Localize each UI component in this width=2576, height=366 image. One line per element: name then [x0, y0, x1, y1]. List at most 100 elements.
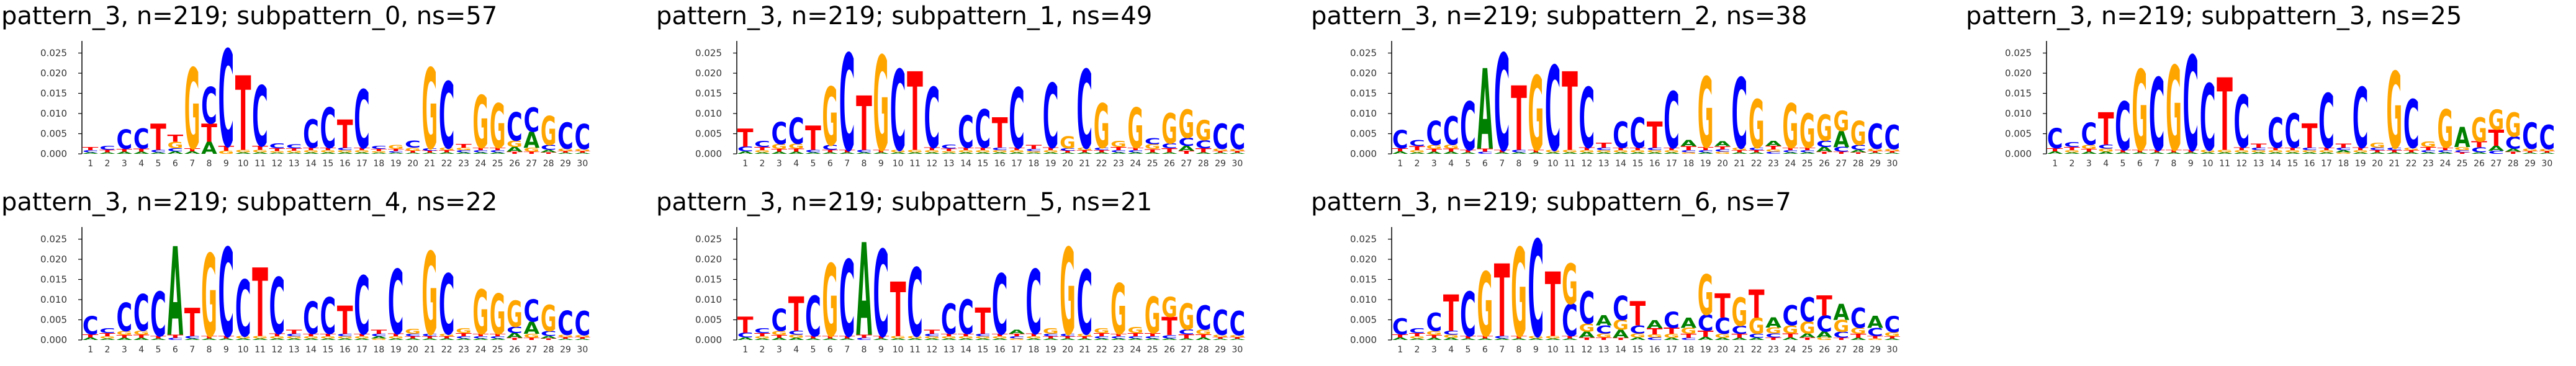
logo-letter-C: C [1076, 48, 1092, 174]
logo-letter-A: A [2302, 152, 2318, 154]
x-tick-label: 21 [2389, 159, 2400, 169]
logo-letter-C: C [1178, 135, 1194, 148]
x-tick-label: 8 [207, 159, 212, 169]
logo-letter-T: T [2420, 146, 2436, 151]
logo-letter-G: G [201, 231, 217, 363]
logo-letter-A: A [1731, 152, 1747, 154]
x-tick-label: 25 [1802, 159, 1813, 169]
x-tick-label: 14 [2270, 159, 2281, 169]
logo-letter-G: G [873, 30, 889, 181]
logo-letter-G: G [1578, 150, 1595, 153]
logo-letter-A: A [1127, 338, 1143, 341]
logo-letter-A: A [201, 338, 217, 341]
logo-letter-G: G [1562, 253, 1578, 317]
logo-letter-G: G [1680, 152, 1696, 154]
x-tick-label: 24 [475, 159, 486, 169]
logo-letter-G: G [1714, 151, 1731, 154]
logo-letter-A: A [1562, 152, 1578, 154]
logo-letter-T: T [1850, 152, 1867, 154]
logo-letter-A: A [2268, 152, 2284, 154]
logo-letter-C: C [2539, 118, 2555, 157]
logo-letter-A: A [1409, 338, 1425, 341]
logo-letter-A: A [2403, 152, 2420, 154]
y-tick-label: 0.000 [40, 148, 67, 159]
logo-letter-A: A [371, 153, 387, 154]
logo-letter-G: G [1867, 148, 1883, 151]
x-tick-label: 22 [441, 345, 453, 355]
logo-letter-T: T [958, 333, 974, 337]
logo-letter-T: T [2268, 147, 2284, 151]
x-tick-label: 17 [356, 345, 367, 355]
logo-letter-T: T [771, 334, 787, 339]
logo-letter-G: G [771, 143, 787, 150]
x-tick-label: 8 [862, 159, 867, 169]
y-tick-label: 0.025 [1350, 48, 1377, 59]
logo-letter-A: A [541, 335, 557, 339]
logo-letter-G: G [507, 139, 523, 150]
logo-letter-C: C [737, 331, 754, 339]
logo-letter-A: A [941, 338, 957, 341]
logo-letter-A: A [2471, 152, 2487, 154]
logo-letter-G: G [167, 140, 183, 151]
logo-letter-G: G [235, 335, 251, 339]
x-tick-label: 23 [1113, 345, 1124, 355]
x-tick-label: 20 [407, 345, 418, 355]
logo-letter-A: A [1094, 338, 1110, 341]
logo-letter-A: A [1562, 338, 1578, 341]
logo-letter-G: G [924, 336, 940, 339]
logo-letter-C: C [2233, 81, 2249, 165]
logo-letter-T: T [557, 151, 574, 153]
logo-letter-A: A [754, 152, 770, 154]
x-tick-label: 9 [878, 159, 884, 169]
x-tick-label: 24 [475, 345, 486, 355]
logo-letter-A: A [421, 153, 438, 154]
y-tick-label: 0.000 [1350, 334, 1377, 346]
x-tick-label: 17 [2321, 159, 2332, 169]
logo-letter-T: T [1229, 337, 1245, 339]
logo-letter-A: A [1596, 313, 1612, 329]
logo-letter-C: C [1731, 58, 1747, 171]
logo-letter-A: A [1528, 152, 1544, 154]
logo-letter-T: T [1562, 50, 1578, 176]
logo-letter-C: C [472, 336, 489, 339]
logo-letter-C: C [167, 147, 183, 152]
logo-letter-T: T [1145, 148, 1161, 153]
logo-letter-C: C [941, 296, 957, 344]
logo-letter-C: C [2454, 150, 2470, 153]
x-tick-label: 28 [2508, 159, 2519, 169]
logo-letter-A: A [303, 338, 319, 341]
x-tick-label: 2 [1415, 159, 1420, 169]
logo-letter-G: G [2454, 146, 2470, 151]
logo-letter-A: A [1799, 152, 1816, 154]
x-tick-label: 3 [1431, 159, 1437, 169]
x-tick-label: 20 [1062, 345, 1073, 355]
logo-letter-G: G [1884, 148, 1900, 151]
logo-letter-T: T [303, 333, 319, 337]
logo-letter-A: A [574, 153, 590, 154]
logo-letter-G: G [2166, 43, 2182, 177]
logo-letter-G: G [99, 336, 115, 339]
x-tick-label: 16 [340, 345, 351, 355]
logo-letter-C: C [1596, 323, 1612, 336]
y-tick-label: 0.025 [1350, 234, 1377, 245]
logo-letter-T: T [1043, 336, 1059, 339]
logo-letter-G: G [2284, 150, 2300, 153]
logo-letter-T: T [1127, 333, 1143, 337]
logo-letter-G: G [1647, 333, 1663, 338]
logo-letter-G: G [456, 327, 472, 334]
logo-letter-G: G [1664, 333, 1680, 339]
logo-letter-A: A [1443, 337, 1459, 341]
logo-letter-C: C [1212, 117, 1228, 157]
logo-letter-C: C [507, 105, 523, 150]
x-tick-label: 10 [238, 159, 249, 169]
logo-letter-C: C [924, 70, 940, 167]
logo-letter-C: C [822, 144, 838, 151]
logo-letter-A: A [1426, 337, 1442, 341]
x-tick-label: 10 [2202, 159, 2213, 169]
logo-letter-G: G [2471, 111, 2487, 150]
logo-letter-A: A [1477, 338, 1493, 341]
x-tick-label: 7 [189, 345, 195, 355]
logo-letter-A: A [805, 338, 821, 341]
logo-letter-A: A [1647, 152, 1663, 154]
logo-letter-T: T [1212, 337, 1228, 339]
